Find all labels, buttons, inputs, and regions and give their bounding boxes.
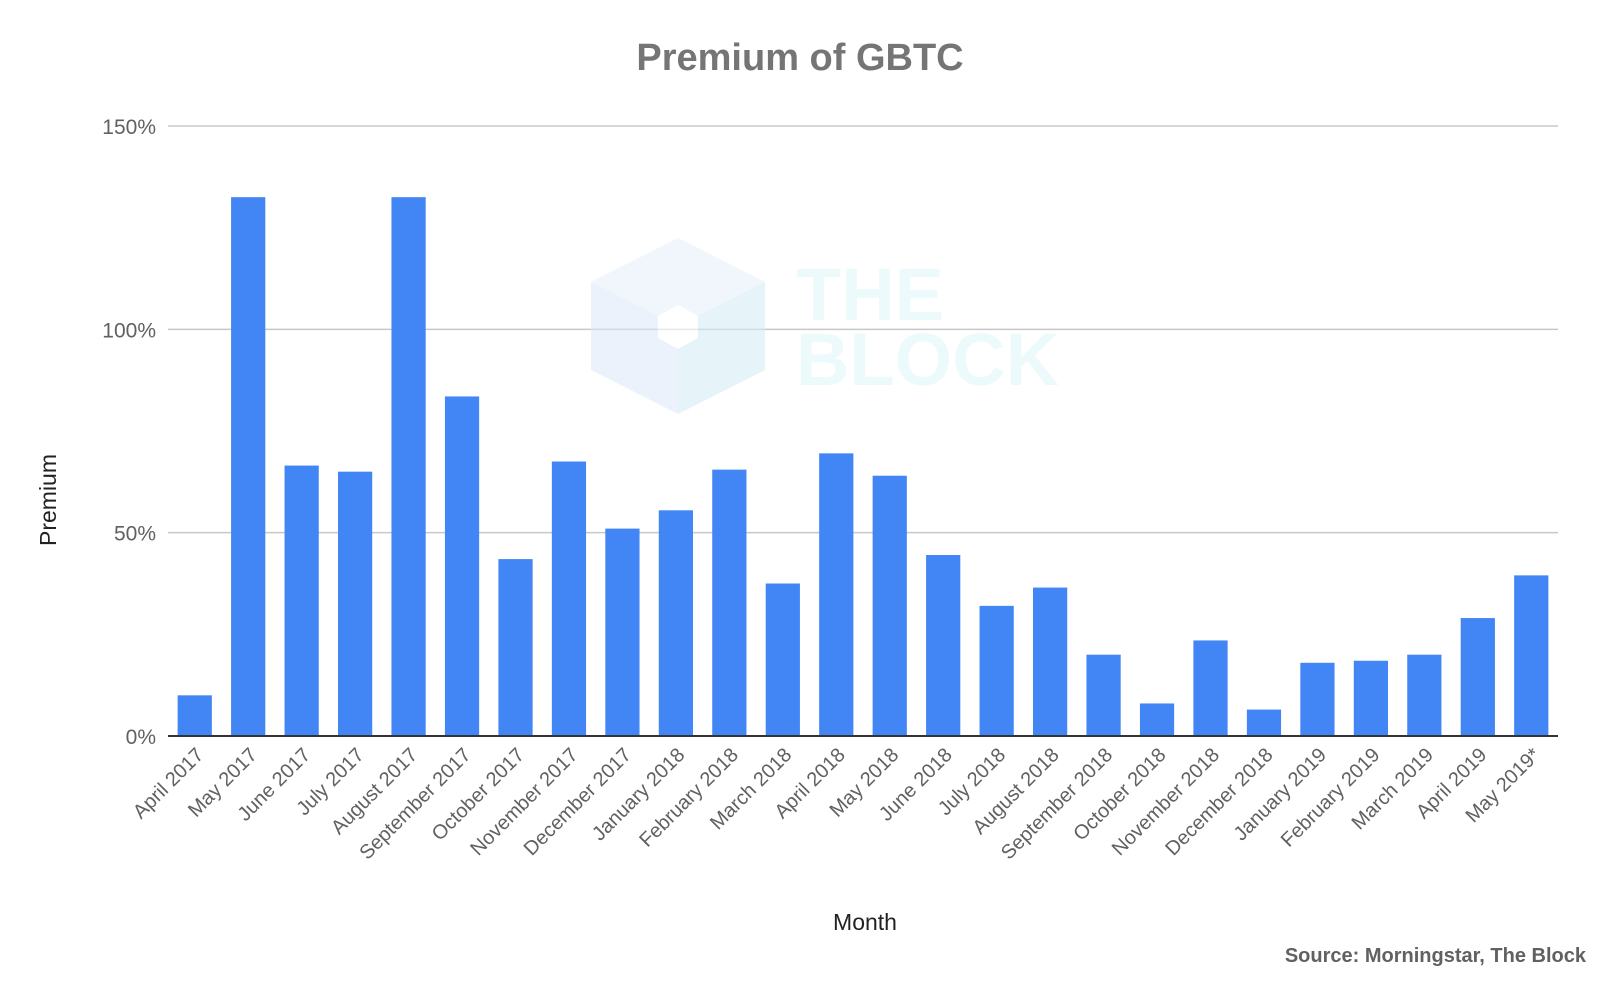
watermark-line1: THE xyxy=(796,253,944,336)
bar-10 xyxy=(712,469,747,736)
bar-25 xyxy=(1514,575,1549,736)
bar-9 xyxy=(658,510,693,736)
watermark-cube-hole xyxy=(658,305,698,349)
bar-0 xyxy=(177,695,212,736)
x-tick-label: October 2018 xyxy=(1069,744,1170,845)
y-tick-label: 50% xyxy=(114,523,156,546)
bar-16 xyxy=(1033,587,1068,736)
bar-22 xyxy=(1353,660,1388,736)
y-axis-label: Premium xyxy=(35,454,61,546)
bar-2 xyxy=(284,465,319,736)
source-note: Source: Morningstar, The Block xyxy=(1285,945,1587,967)
bars xyxy=(177,197,1549,736)
watermark-cube-right xyxy=(678,282,765,414)
bar-3 xyxy=(338,471,373,736)
bar-4 xyxy=(391,197,426,736)
bar-20 xyxy=(1246,709,1282,736)
watermark-line2: BLOCK xyxy=(796,318,1059,401)
bar-7 xyxy=(551,461,587,736)
bar-24 xyxy=(1460,618,1495,736)
bar-1 xyxy=(231,197,266,736)
bar-17 xyxy=(1086,654,1121,736)
y-tick-label: 150% xyxy=(102,116,156,139)
bar-15 xyxy=(979,605,1014,736)
bar-8 xyxy=(605,528,640,736)
bar-13 xyxy=(872,475,907,736)
x-axis-label: Month xyxy=(833,909,897,935)
bar-21 xyxy=(1300,662,1335,736)
x-tick-label: October 2017 xyxy=(428,744,529,845)
x-tick-label: January 2018 xyxy=(588,744,689,845)
y-tick-label: 100% xyxy=(102,319,156,342)
bar-11 xyxy=(765,583,800,736)
bar-18 xyxy=(1139,703,1175,736)
bar-5 xyxy=(444,396,480,736)
bar-6 xyxy=(498,559,533,736)
bar-12 xyxy=(819,453,854,736)
bar-23 xyxy=(1407,654,1442,736)
bar-19 xyxy=(1193,640,1228,736)
x-tick-label: January 2019 xyxy=(1230,744,1331,845)
bar-14 xyxy=(926,555,961,736)
chart-title: Premium of GBTC xyxy=(636,37,963,79)
y-tick-labels: 0% 50% 100% 150% xyxy=(102,116,156,749)
y-tick-label: 0% xyxy=(126,726,156,749)
the-block-watermark-logo: THE BLOCK xyxy=(591,238,1059,414)
